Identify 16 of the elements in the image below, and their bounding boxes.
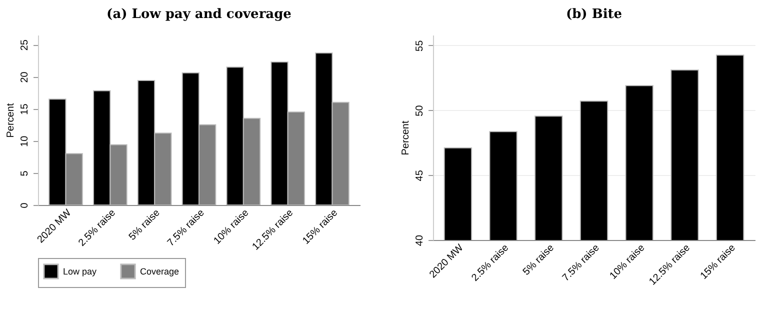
y-tick-label: 20	[20, 71, 30, 83]
y-tick-label: 10	[20, 135, 30, 147]
chart-title: (a) Low pay and coverage	[106, 7, 292, 22]
y-tick-label: 25	[20, 39, 30, 51]
chart-title: (b) Bite	[566, 7, 622, 22]
y-axis-title: Percent	[400, 120, 412, 156]
y-tick-label: 0	[20, 202, 30, 208]
y-tick-label: 45	[414, 170, 426, 182]
y-tick-label: 55	[414, 40, 426, 52]
y-tick-label: 50	[414, 104, 426, 116]
legend-label: Low pay	[63, 266, 98, 276]
y-tick-label: 40	[414, 234, 426, 246]
y-tick-label: 15	[20, 103, 30, 115]
legend-label: Coverage	[140, 266, 180, 276]
y-tick-label: 5	[20, 170, 30, 176]
y-axis-title: Percent	[6, 103, 16, 138]
